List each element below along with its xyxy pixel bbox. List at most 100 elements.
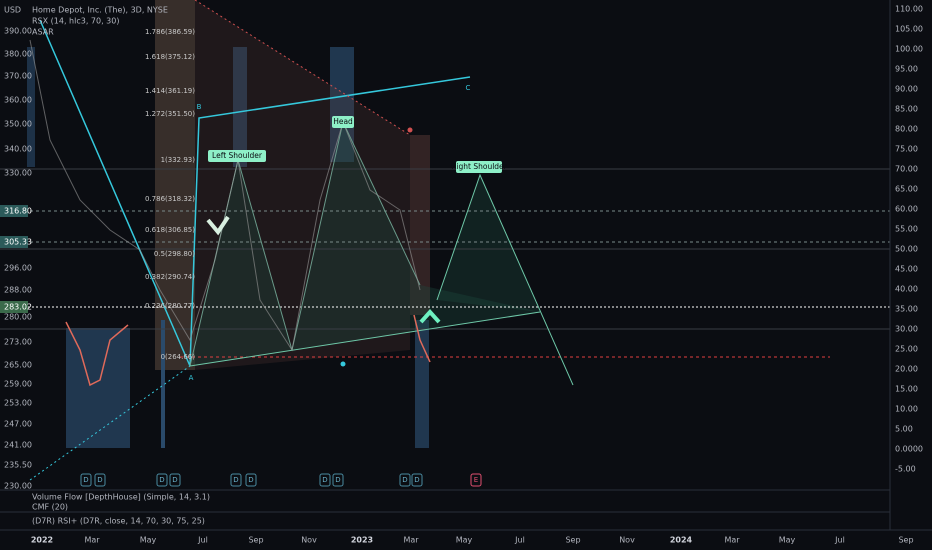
event-marker	[156, 473, 168, 487]
left-axis-label: 370.00	[4, 72, 32, 81]
right-axis-label: 0.0000	[895, 445, 923, 454]
right-axis-label: 70.00	[895, 165, 918, 174]
time-axis-label: Jul	[514, 536, 525, 545]
price-badge	[0, 205, 28, 217]
symbol: Home Depot, Inc. (The), 3D, NYSE	[32, 6, 168, 15]
left-axis-label: 280.00	[4, 313, 32, 322]
event-label: D	[159, 476, 164, 484]
time-axis-label: Sep	[565, 536, 580, 545]
event-label: D	[83, 476, 88, 484]
left-axis-label: 265.00	[4, 361, 32, 370]
event-marker	[230, 473, 242, 487]
event-label: D	[414, 476, 419, 484]
right-axis-label: 90.00	[895, 85, 918, 94]
right-axis-label: 75.00	[895, 145, 918, 154]
point-label: B	[197, 103, 202, 111]
left-axis-label: 340.00	[4, 145, 32, 154]
event-marker	[80, 473, 92, 487]
price-badge	[0, 236, 28, 248]
left-axis-label: 296.00	[4, 264, 32, 273]
fib-label: 1.414(361.19)	[145, 87, 195, 95]
right-axis-label: 80.00	[895, 125, 918, 134]
event-label: D	[172, 476, 177, 484]
right-axis-label: 65.00	[895, 185, 918, 194]
right-axis-label: 20.00	[895, 365, 918, 374]
event-marker	[319, 473, 331, 487]
event-marker	[411, 473, 423, 487]
pattern-label: Right Shoulder	[451, 162, 507, 171]
time-axis-label: May	[456, 536, 473, 545]
left-axis-label: 230.00	[4, 482, 32, 491]
right-axis-label: 10.00	[895, 405, 918, 414]
fib-label: 1.618(375.12)	[145, 53, 195, 61]
left-axis-label: 273.00	[4, 338, 32, 347]
right-axis-label: 25.00	[895, 345, 918, 354]
right-axis-label: 30.00	[895, 325, 918, 334]
time-axis-label: 2023	[351, 536, 373, 545]
right-axis-label: 100.00	[895, 45, 923, 54]
pattern-badge	[208, 150, 266, 162]
event-marker	[399, 473, 411, 487]
pattern-badge	[456, 161, 502, 173]
event-label: D	[248, 476, 253, 484]
time-axis-label: Mar	[403, 536, 419, 545]
fib-label: 0.236(280.77)	[145, 302, 195, 310]
pattern-badge	[332, 116, 354, 128]
event-marker	[245, 473, 257, 487]
point-label: C	[466, 84, 471, 92]
right-axis-label: -5.00	[895, 465, 916, 474]
time-axis-label: 2024	[670, 536, 693, 545]
left-axis-label: 259.00	[4, 380, 32, 389]
fib-label: 0.618(306.85)	[145, 226, 195, 234]
currency: USD	[4, 6, 21, 15]
left-axis-label: 350.00	[4, 120, 32, 129]
left-axis-label: 247.00	[4, 420, 32, 429]
left-axis-label: 288.00	[4, 286, 32, 295]
event-label: D	[233, 476, 238, 484]
left-axis-label: 235.50	[4, 461, 32, 470]
time-axis-label: Nov	[619, 536, 635, 545]
labels: USD Home Depot, Inc. (The), 3D, NYSE RSX (…	[0, 5, 923, 545]
indicator: ASAR	[32, 28, 54, 37]
right-axis-label: 55.00	[895, 225, 918, 234]
left-axis-label: 241.00	[4, 441, 32, 450]
fib-label: 1(332.93)	[161, 156, 196, 164]
time-axis-label: Sep	[898, 536, 913, 545]
right-axis-label: 85.00	[895, 105, 918, 114]
event-label: D	[402, 476, 407, 484]
fib-label: 0.382(290.74)	[145, 273, 195, 281]
event-label: D	[335, 476, 340, 484]
left-axis-label: 253.00	[4, 399, 32, 408]
event-marker	[470, 473, 482, 487]
right-axis-label: 40.00	[895, 285, 918, 294]
panel-title: CMF (20)	[32, 503, 68, 512]
time-axis-label: Mar	[84, 536, 100, 545]
pattern-label: Head	[333, 117, 353, 126]
panel-title: Volume Flow [DepthHouse] (Simple, 14, 3.…	[32, 493, 210, 502]
time-axis-label: May	[779, 536, 796, 545]
left-axis-label: 330.00	[4, 169, 32, 178]
pattern-label: Left Shoulder	[212, 151, 263, 160]
price-badge	[0, 301, 28, 313]
right-axis-label: 60.00	[895, 205, 918, 214]
left-axis-label: 305.33	[4, 238, 32, 247]
event-label: D	[322, 476, 327, 484]
time-axis-label: Nov	[301, 536, 317, 545]
right-axis-label: 15.00	[895, 385, 918, 394]
fib-label: 0.5(298.80)	[154, 250, 195, 258]
fib-label: 0(264.66)	[161, 353, 196, 361]
left-axis-label: 390.00	[4, 27, 32, 36]
event-marker	[169, 473, 181, 487]
indicator: RSX (14, hlc3, 70, 30)	[32, 17, 119, 26]
right-axis-label: 5.00	[895, 425, 913, 434]
time-axis-label: May	[140, 536, 157, 545]
right-axis-label: 50.00	[895, 245, 918, 254]
right-axis-label: 95.00	[895, 65, 918, 74]
fib-label: 1.272(351.50)	[145, 110, 195, 118]
right-axis-label: 105.00	[895, 25, 923, 34]
time-axis-label: Sep	[248, 536, 263, 545]
time-axis-label: 2022	[31, 536, 53, 545]
fib-label: 1.786(386.59)	[145, 28, 195, 36]
panel-title: (D7R) RSI+ (D7R, close, 14, 70, 30, 75, …	[32, 517, 205, 526]
